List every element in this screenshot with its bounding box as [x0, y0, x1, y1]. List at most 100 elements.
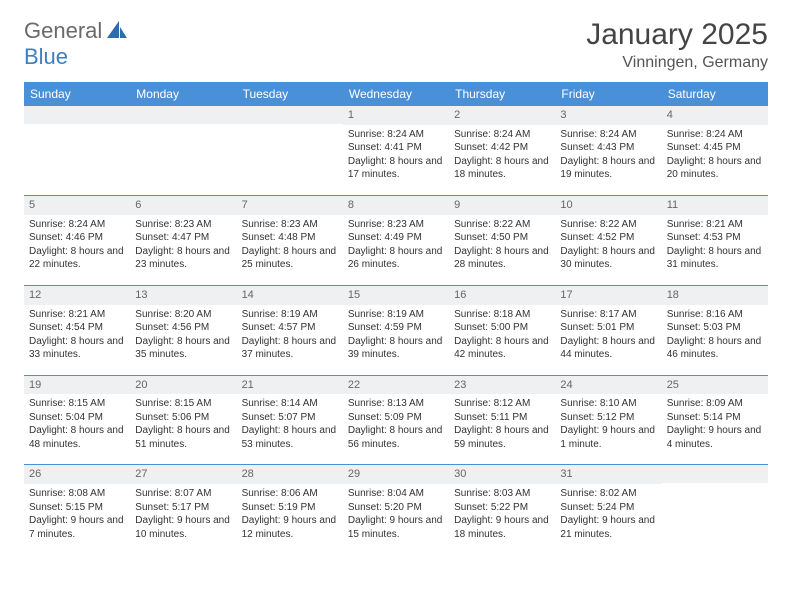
day-number: 28 — [237, 465, 343, 484]
daylight-line: Daylight: 8 hours and 44 minutes. — [560, 335, 656, 362]
sunset-line: Sunset: 4:42 PM — [454, 141, 550, 155]
sunset-line: Sunset: 4:50 PM — [454, 231, 550, 245]
calendar-cell: 9Sunrise: 8:22 AMSunset: 4:50 PMDaylight… — [449, 195, 555, 285]
weekday-tue: Tuesday — [237, 83, 343, 106]
daylight-line: Daylight: 8 hours and 22 minutes. — [29, 245, 125, 272]
calendar-cell: 30Sunrise: 8:03 AMSunset: 5:22 PMDayligh… — [449, 465, 555, 554]
daylight-line: Daylight: 8 hours and 42 minutes. — [454, 335, 550, 362]
sunrise-line: Sunrise: 8:18 AM — [454, 308, 550, 322]
day-content: Sunrise: 8:23 AMSunset: 4:48 PMDaylight:… — [237, 215, 343, 285]
sunrise-line: Sunrise: 8:03 AM — [454, 487, 550, 501]
sunrise-line: Sunrise: 8:12 AM — [454, 397, 550, 411]
calendar-cell — [24, 106, 130, 196]
calendar-cell: 13Sunrise: 8:20 AMSunset: 4:56 PMDayligh… — [130, 285, 236, 375]
day-content: Sunrise: 8:21 AMSunset: 4:54 PMDaylight:… — [24, 305, 130, 375]
day-content: Sunrise: 8:15 AMSunset: 5:06 PMDaylight:… — [130, 394, 236, 464]
daylight-line: Daylight: 9 hours and 21 minutes. — [560, 514, 656, 541]
calendar-cell: 25Sunrise: 8:09 AMSunset: 5:14 PMDayligh… — [662, 375, 768, 465]
sunset-line: Sunset: 5:12 PM — [560, 411, 656, 425]
sunrise-line: Sunrise: 8:15 AM — [135, 397, 231, 411]
daylight-line: Daylight: 8 hours and 20 minutes. — [667, 155, 763, 182]
day-number: 31 — [555, 465, 661, 484]
sunrise-line: Sunrise: 8:04 AM — [348, 487, 444, 501]
daylight-line: Daylight: 9 hours and 10 minutes. — [135, 514, 231, 541]
calendar-cell: 26Sunrise: 8:08 AMSunset: 5:15 PMDayligh… — [24, 465, 130, 554]
day-number — [24, 106, 130, 124]
calendar-cell: 6Sunrise: 8:23 AMSunset: 4:47 PMDaylight… — [130, 195, 236, 285]
day-content: Sunrise: 8:24 AMSunset: 4:42 PMDaylight:… — [449, 125, 555, 195]
sunset-line: Sunset: 4:56 PM — [135, 321, 231, 335]
calendar-cell: 5Sunrise: 8:24 AMSunset: 4:46 PMDaylight… — [24, 195, 130, 285]
day-content: Sunrise: 8:17 AMSunset: 5:01 PMDaylight:… — [555, 305, 661, 375]
calendar-row: 26Sunrise: 8:08 AMSunset: 5:15 PMDayligh… — [24, 465, 768, 554]
calendar-cell: 4Sunrise: 8:24 AMSunset: 4:45 PMDaylight… — [662, 106, 768, 196]
calendar-cell — [237, 106, 343, 196]
logo-text-1: General — [24, 18, 102, 44]
calendar-cell: 23Sunrise: 8:12 AMSunset: 5:11 PMDayligh… — [449, 375, 555, 465]
day-number: 5 — [24, 196, 130, 215]
daylight-line: Daylight: 8 hours and 59 minutes. — [454, 424, 550, 451]
header: General January 2025 Vinningen, Germany — [24, 18, 768, 72]
day-content: Sunrise: 8:19 AMSunset: 4:57 PMDaylight:… — [237, 305, 343, 375]
month-title: January 2025 — [586, 18, 768, 52]
sunrise-line: Sunrise: 8:09 AM — [667, 397, 763, 411]
day-content: Sunrise: 8:09 AMSunset: 5:14 PMDaylight:… — [662, 394, 768, 464]
day-content — [130, 124, 236, 194]
logo-sail-icon — [107, 21, 129, 39]
day-content: Sunrise: 8:06 AMSunset: 5:19 PMDaylight:… — [237, 484, 343, 554]
day-content: Sunrise: 8:16 AMSunset: 5:03 PMDaylight:… — [662, 305, 768, 375]
sunrise-line: Sunrise: 8:24 AM — [29, 218, 125, 232]
daylight-line: Daylight: 9 hours and 18 minutes. — [454, 514, 550, 541]
weekday-thu: Thursday — [449, 83, 555, 106]
sunrise-line: Sunrise: 8:17 AM — [560, 308, 656, 322]
day-number: 8 — [343, 196, 449, 215]
sunset-line: Sunset: 5:20 PM — [348, 501, 444, 515]
sunrise-line: Sunrise: 8:22 AM — [560, 218, 656, 232]
sunset-line: Sunset: 4:41 PM — [348, 141, 444, 155]
daylight-line: Daylight: 8 hours and 53 minutes. — [242, 424, 338, 451]
daylight-line: Daylight: 8 hours and 26 minutes. — [348, 245, 444, 272]
sunset-line: Sunset: 5:07 PM — [242, 411, 338, 425]
day-number: 15 — [343, 286, 449, 305]
calendar-cell: 24Sunrise: 8:10 AMSunset: 5:12 PMDayligh… — [555, 375, 661, 465]
calendar-cell — [662, 465, 768, 554]
day-content: Sunrise: 8:21 AMSunset: 4:53 PMDaylight:… — [662, 215, 768, 285]
calendar-cell: 16Sunrise: 8:18 AMSunset: 5:00 PMDayligh… — [449, 285, 555, 375]
sunset-line: Sunset: 5:11 PM — [454, 411, 550, 425]
location: Vinningen, Germany — [586, 54, 768, 72]
daylight-line: Daylight: 8 hours and 31 minutes. — [667, 245, 763, 272]
day-number: 13 — [130, 286, 236, 305]
day-number: 4 — [662, 106, 768, 125]
calendar-row: 5Sunrise: 8:24 AMSunset: 4:46 PMDaylight… — [24, 195, 768, 285]
day-content: Sunrise: 8:24 AMSunset: 4:43 PMDaylight:… — [555, 125, 661, 195]
calendar-cell: 20Sunrise: 8:15 AMSunset: 5:06 PMDayligh… — [130, 375, 236, 465]
calendar-cell: 21Sunrise: 8:14 AMSunset: 5:07 PMDayligh… — [237, 375, 343, 465]
daylight-line: Daylight: 8 hours and 25 minutes. — [242, 245, 338, 272]
sunset-line: Sunset: 5:15 PM — [29, 501, 125, 515]
calendar-cell: 14Sunrise: 8:19 AMSunset: 4:57 PMDayligh… — [237, 285, 343, 375]
calendar-cell: 11Sunrise: 8:21 AMSunset: 4:53 PMDayligh… — [662, 195, 768, 285]
daylight-line: Daylight: 9 hours and 1 minute. — [560, 424, 656, 451]
calendar-cell: 22Sunrise: 8:13 AMSunset: 5:09 PMDayligh… — [343, 375, 449, 465]
day-number: 6 — [130, 196, 236, 215]
day-content: Sunrise: 8:13 AMSunset: 5:09 PMDaylight:… — [343, 394, 449, 464]
calendar-cell: 7Sunrise: 8:23 AMSunset: 4:48 PMDaylight… — [237, 195, 343, 285]
sunrise-line: Sunrise: 8:19 AM — [348, 308, 444, 322]
day-content: Sunrise: 8:15 AMSunset: 5:04 PMDaylight:… — [24, 394, 130, 464]
day-content: Sunrise: 8:23 AMSunset: 4:49 PMDaylight:… — [343, 215, 449, 285]
sunset-line: Sunset: 5:04 PM — [29, 411, 125, 425]
sunrise-line: Sunrise: 8:24 AM — [560, 128, 656, 142]
sunset-line: Sunset: 5:09 PM — [348, 411, 444, 425]
daylight-line: Daylight: 8 hours and 39 minutes. — [348, 335, 444, 362]
day-number: 3 — [555, 106, 661, 125]
day-content: Sunrise: 8:14 AMSunset: 5:07 PMDaylight:… — [237, 394, 343, 464]
day-number: 16 — [449, 286, 555, 305]
day-number — [237, 106, 343, 124]
calendar-table: Sunday Monday Tuesday Wednesday Thursday… — [24, 82, 768, 554]
sunset-line: Sunset: 4:45 PM — [667, 141, 763, 155]
sunset-line: Sunset: 5:22 PM — [454, 501, 550, 515]
calendar-row: 12Sunrise: 8:21 AMSunset: 4:54 PMDayligh… — [24, 285, 768, 375]
sunset-line: Sunset: 4:43 PM — [560, 141, 656, 155]
daylight-line: Daylight: 9 hours and 12 minutes. — [242, 514, 338, 541]
daylight-line: Daylight: 8 hours and 56 minutes. — [348, 424, 444, 451]
